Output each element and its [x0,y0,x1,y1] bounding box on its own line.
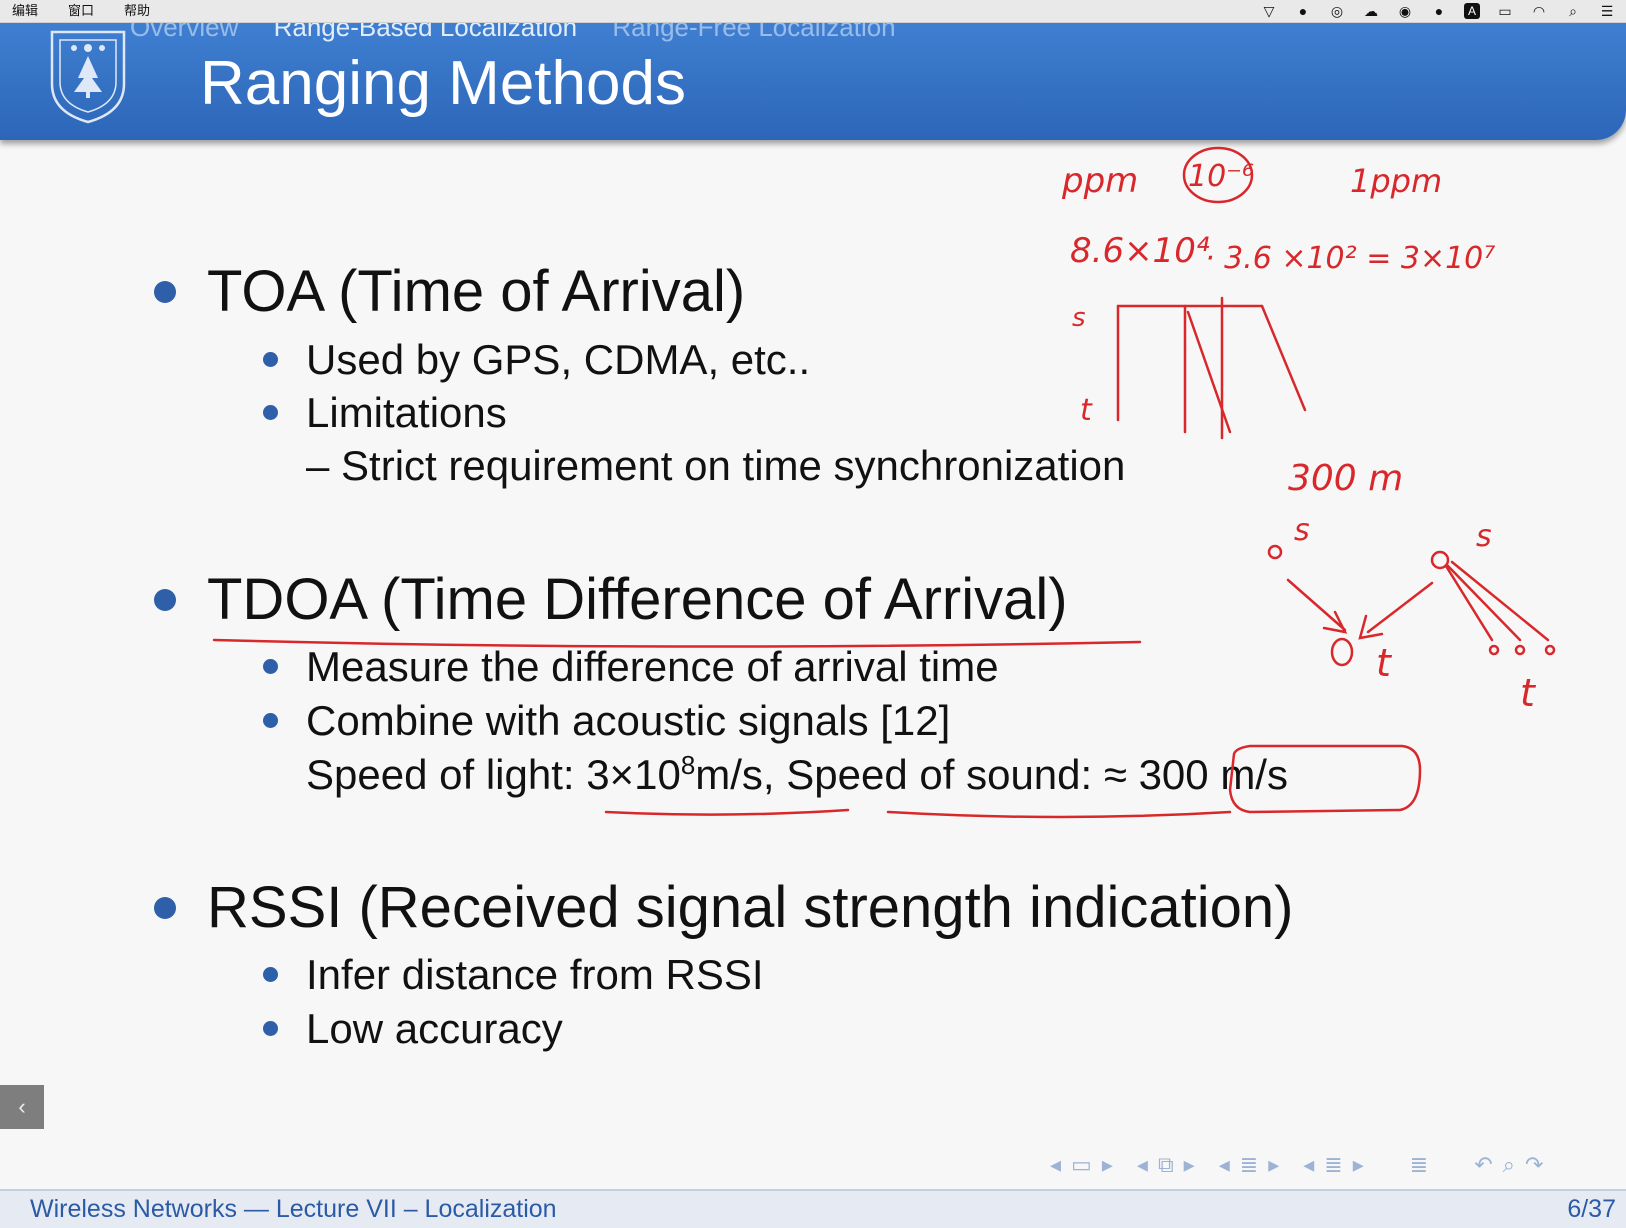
bullet-icon [263,967,278,982]
nav-next-section-icon[interactable]: ▸ [1268,1152,1280,1177]
bullet-icon [154,281,176,303]
footer-title: Wireless Networks — Lecture VII – Locali… [30,1195,557,1223]
annot-product-a: 8.6×10⁴ [1070,231,1210,271]
annot-10neg6: 10⁻⁶ [1188,159,1254,194]
bullet-icon [263,405,278,420]
nav-next-doc-icon[interactable]: ▸ [1352,1152,1364,1177]
nav-prev-frame-icon[interactable]: ◂ [1050,1152,1062,1177]
nav-prev-section-icon[interactable]: ◂ [1218,1152,1230,1177]
nav-frame-icon[interactable]: ▭ [1071,1152,1092,1177]
control-center-icon[interactable]: ☰ [1600,2,1614,19]
status-icons: ▽ ● ◎ ☁ ◉ ● A ▭ ◠ ⌕ ☰ [1260,0,1616,22]
nav-subsection-icon[interactable]: ⧉ [1157,1152,1174,1177]
mac-menubar: 编辑 窗口 帮助 ▽ ● ◎ ☁ ◉ ● A ▭ ◠ ⌕ ☰ [0,0,1626,23]
battery-icon[interactable]: ▭ [1498,2,1512,19]
nav-doc-icon[interactable]: ≣ [1324,1152,1343,1177]
nav-next-frame-icon[interactable]: ▸ [1101,1152,1113,1177]
menu-help[interactable]: 帮助 [124,3,151,18]
annot-t-label: t [1080,393,1093,428]
annot-s-label: s [1072,303,1086,333]
input-method-icon[interactable]: A [1464,3,1480,19]
tdoa-heading: TDOA (Time Difference of Arrival) [207,567,1068,632]
nav-forward-icon[interactable]: ↷ [1524,1152,1544,1177]
slide-footer: Wireless Networks — Lecture VII – Locali… [0,1189,1626,1228]
annot-t3: t [1520,671,1537,715]
rssi-item-2: Low accuracy [306,1005,563,1052]
rssi-item-1: Infer distance from RSSI [306,951,764,998]
bullet-icon [263,1021,278,1036]
nav-prev-subsection-icon[interactable]: ◂ [1136,1152,1148,1177]
qq-icon[interactable]: ● [1298,3,1308,19]
nav-back-icon[interactable]: ↶ [1474,1152,1493,1177]
university-logo-icon [50,30,126,124]
tdoa-speed-line: Speed of light: 3×108m/s, Speed of sound… [306,750,1288,799]
tdoa-item-1: Measure the difference of arrival time [306,643,999,690]
nav-next-subsection-icon[interactable]: ▸ [1183,1152,1195,1177]
bullet-icon [263,713,278,728]
annot-1ppm: 1ppm [1350,162,1442,200]
annot-s3: s [1476,519,1492,554]
annot-s2: s [1294,513,1310,548]
page-title: Ranging Methods [200,49,686,118]
bullet-icon [263,352,278,367]
toa-heading: TOA (Time of Arrival) [207,259,746,324]
menu-edit[interactable]: 编辑 [12,3,39,18]
bullet-icon [263,659,278,674]
prev-page-tab[interactable]: ‹ [0,1085,44,1129]
avatar-icon[interactable]: ● [1434,3,1444,19]
vector-icon[interactable]: ▽ [1263,2,1275,19]
bullet-icon [154,589,176,611]
toa-item-1: Used by GPS, CDMA, etc.. [306,336,811,383]
speed-light-exponent: 8 [680,750,696,780]
tdoa-item-2: Combine with acoustic signals [12] [306,697,951,744]
nav-prev-doc-icon[interactable]: ◂ [1303,1152,1315,1177]
bullet-icon [154,897,176,919]
annot-dist: 300 m [1288,458,1403,499]
beamer-navigation: ◂ ▭ ▸ ◂ ⧉ ▸ ◂ ≣ ▸ ◂ ≣ ▸ ≣ ↶ ⌕ ↷ [1050,1152,1543,1178]
search-icon[interactable]: ⌕ [1569,2,1577,19]
speed-light-text: Speed of light: 3×10 [306,751,681,798]
wifi-icon[interactable]: ◠ [1532,2,1546,19]
menu-window[interactable]: 窗口 [68,3,95,18]
rssi-heading: RSSI (Received signal strength indicatio… [207,875,1294,940]
toa-item-2: Limitations [306,389,507,436]
speed-sound-text: m/s, Speed of sound: ≈ 300 m/s [695,751,1288,798]
wechat-icon[interactable]: ◎ [1330,2,1344,19]
annot-product-b: · 3.6 ×10² = 3×10⁷ [1205,241,1495,276]
toa-subitem: – Strict requirement on time synchroniza… [306,442,1126,489]
clock-icon[interactable]: ◉ [1398,2,1412,19]
nav-search-icon[interactable]: ⌕ [1502,1152,1515,1177]
annot-ppm: ppm [1061,161,1138,201]
page-number: 6/37 [1567,1195,1616,1223]
slide-header: Overview Range-Based Localization Range-… [0,12,1626,140]
nav-toc-icon[interactable]: ≣ [1409,1152,1429,1177]
nav-section-icon[interactable]: ≣ [1239,1152,1259,1177]
cloud-icon[interactable]: ☁ [1364,2,1378,19]
annot-t2: t [1376,641,1393,685]
